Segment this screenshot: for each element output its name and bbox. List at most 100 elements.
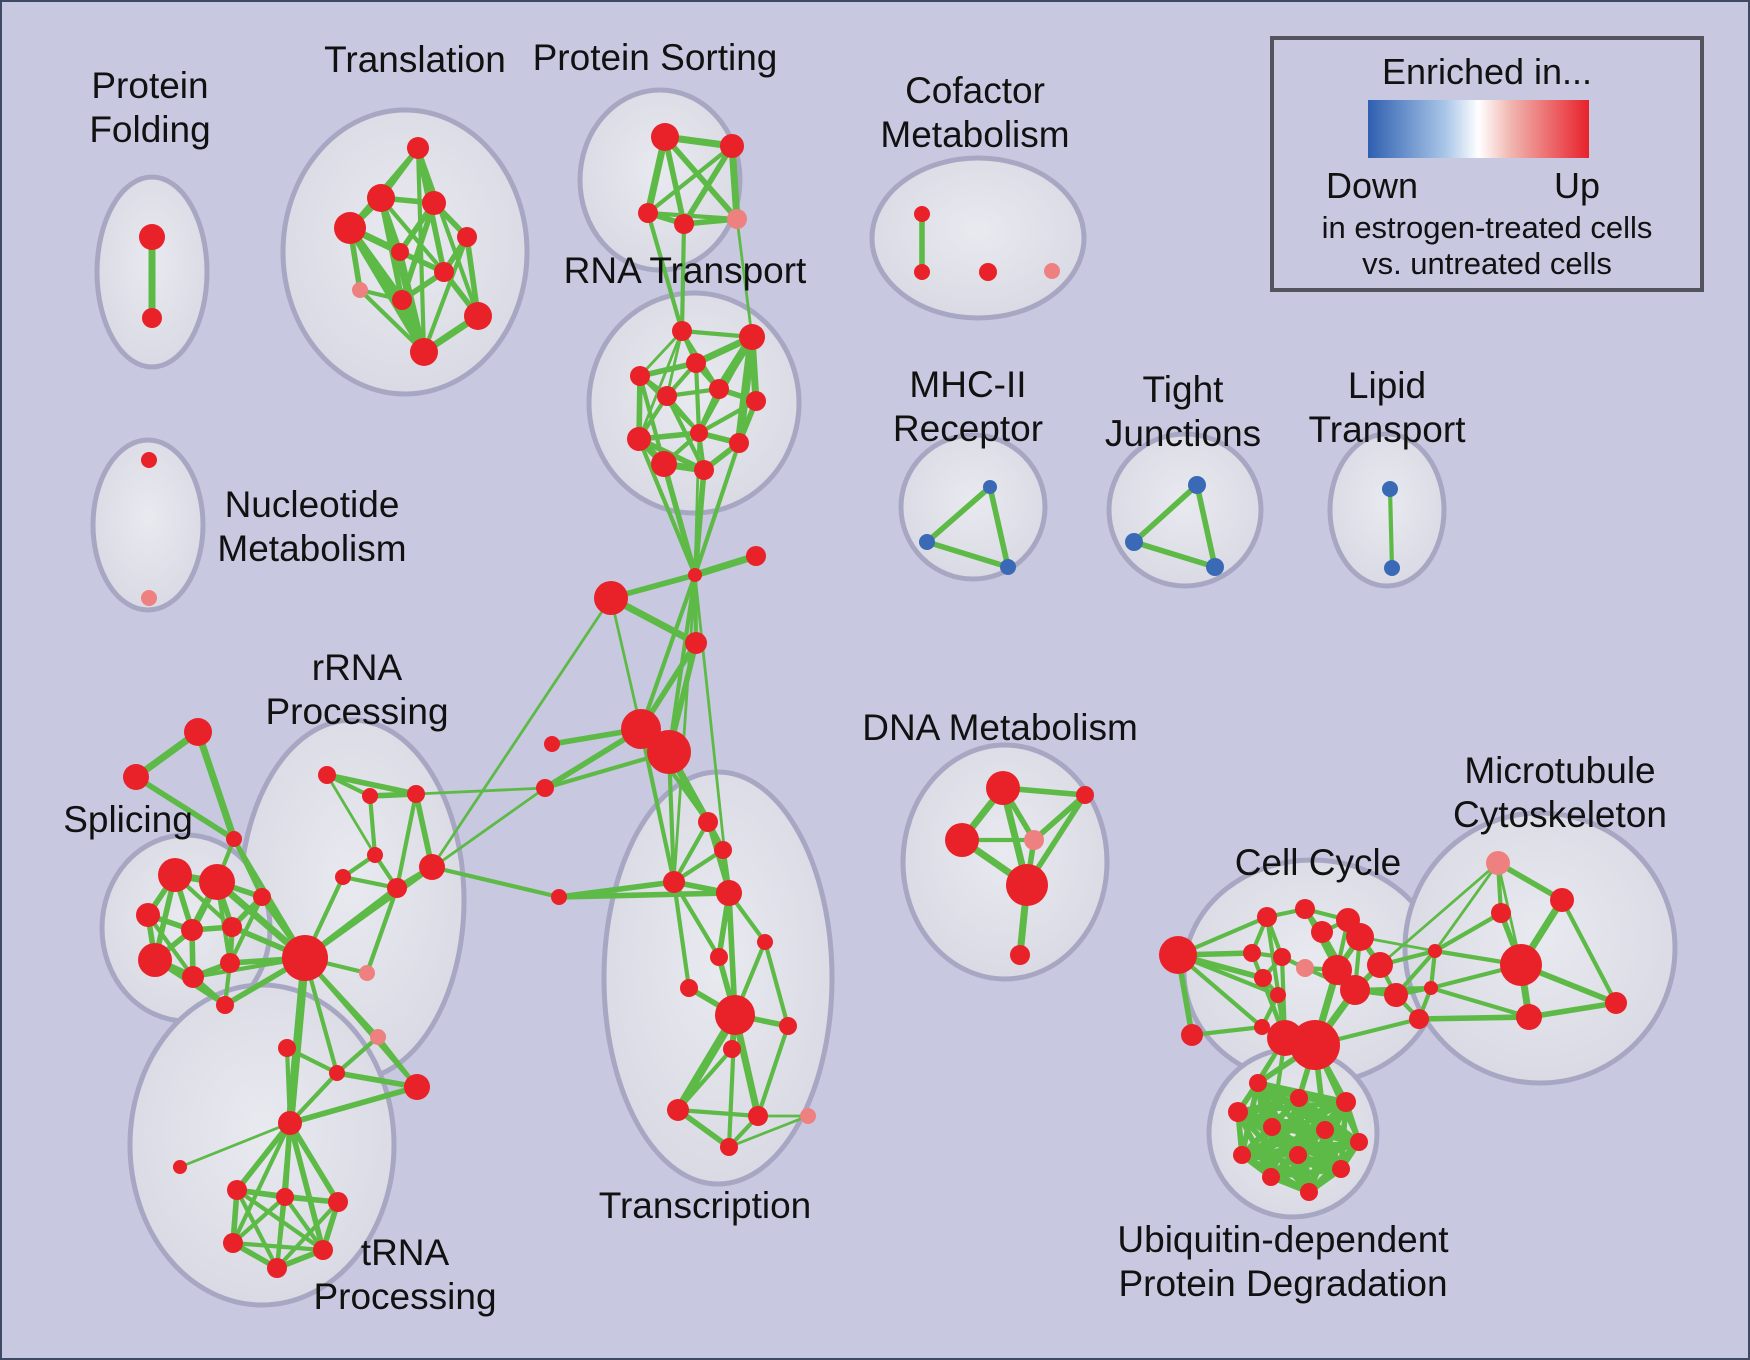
network-node [1125, 533, 1143, 551]
network-node [1257, 907, 1277, 927]
network-node [1346, 923, 1374, 951]
network-edge [415, 145, 481, 319]
cluster-ellipse-layer [90, 87, 1678, 1308]
network-node [359, 965, 375, 981]
network-node [464, 302, 492, 330]
cluster-label-layer: Protein Folding Translation Protein Sorting… [63, 37, 1667, 1317]
network-node [220, 953, 240, 973]
network-edge [334, 1034, 381, 1076]
network-node [983, 480, 997, 494]
network-node [422, 191, 446, 215]
network-node [139, 224, 165, 250]
network-node [404, 1074, 430, 1100]
cluster-ellipse-rna-transport [586, 290, 802, 516]
network-edge [661, 461, 698, 578]
network-node [141, 452, 157, 468]
cluster-label: Microtubule Cytoskeleton [1453, 750, 1667, 835]
network-node [800, 1108, 816, 1124]
network-node [716, 880, 742, 906]
network-edge [364, 885, 400, 976]
network-edge [1526, 1000, 1619, 1020]
network-edge [609, 596, 643, 731]
network-node [1044, 263, 1060, 279]
network-edge [287, 1120, 341, 1205]
legend-box [1270, 36, 1704, 292]
network-node [914, 264, 930, 280]
network-edge [414, 786, 547, 796]
network-node [739, 324, 765, 350]
cluster-label: DNA Metabolism [862, 707, 1138, 748]
network-node [1270, 987, 1286, 1003]
network-node [627, 427, 651, 451]
network-node [919, 534, 935, 550]
network-edge [727, 1114, 810, 1149]
network-edge [1559, 897, 1619, 1006]
network-node [334, 212, 366, 244]
network-node [282, 935, 328, 981]
legend-caption-line2: vs. untreated cells [1362, 246, 1612, 281]
network-node [667, 1099, 689, 1121]
network-edge [692, 440, 742, 578]
network-node [278, 1111, 302, 1135]
network-node [1290, 1089, 1308, 1107]
network-node [748, 1106, 768, 1126]
network-node [551, 889, 567, 905]
network-edge [274, 1194, 288, 1271]
network-edge [1433, 861, 1500, 953]
network-node [1409, 1009, 1429, 1029]
network-node [407, 785, 425, 803]
network-node [651, 451, 677, 477]
network-edge [638, 726, 677, 885]
network-node [457, 227, 477, 247]
network-edge [693, 431, 701, 577]
network-node [318, 766, 336, 784]
network-node [123, 764, 149, 790]
cluster-label: tRNA Processing [313, 1232, 496, 1317]
network-edge [430, 596, 613, 869]
network-edge [1235, 1099, 1349, 1115]
network-node [391, 243, 409, 261]
network-edge [287, 1084, 420, 1126]
network-edge [1031, 792, 1088, 843]
network-node [979, 263, 997, 281]
network-node [1296, 959, 1314, 977]
network-node [1000, 559, 1016, 575]
network-node [638, 203, 658, 223]
network-edge [691, 552, 760, 579]
network-node [746, 546, 766, 566]
network-edge [1428, 985, 1532, 1020]
network-node [222, 917, 242, 937]
network-node [182, 966, 204, 988]
network-edge [1131, 539, 1218, 570]
network-edge [924, 484, 993, 545]
network-edge [1268, 1166, 1344, 1180]
network-node [362, 788, 378, 804]
network-node [690, 424, 708, 442]
network-edge [696, 398, 759, 436]
network-node [720, 134, 744, 158]
cluster-ellipse-protein-sorting [577, 87, 743, 273]
network-node [1311, 921, 1333, 943]
network-node [1384, 983, 1408, 1007]
network-node [729, 433, 749, 453]
network-node [1316, 1121, 1334, 1139]
network-node [392, 290, 412, 310]
network-edge [645, 143, 735, 216]
network-edge [693, 573, 731, 895]
network-node [694, 460, 714, 480]
legend: Enriched in... Down Up in estrogen-treat… [1270, 36, 1704, 292]
network-node [1605, 992, 1627, 1014]
cluster-label: Tight Junctions [1105, 369, 1261, 454]
network-edge [662, 134, 687, 227]
network-edge [1387, 486, 1395, 571]
network-edge [726, 890, 738, 1018]
cluster-label: Nucleotide Metabolism [217, 484, 406, 569]
network-node [367, 847, 383, 863]
network-node [434, 262, 454, 282]
network-edge [556, 890, 732, 900]
network-node [267, 1258, 287, 1278]
network-node [276, 1188, 294, 1206]
network-edge [1131, 482, 1200, 545]
network-node [1500, 944, 1542, 986]
network-node [1188, 476, 1206, 494]
